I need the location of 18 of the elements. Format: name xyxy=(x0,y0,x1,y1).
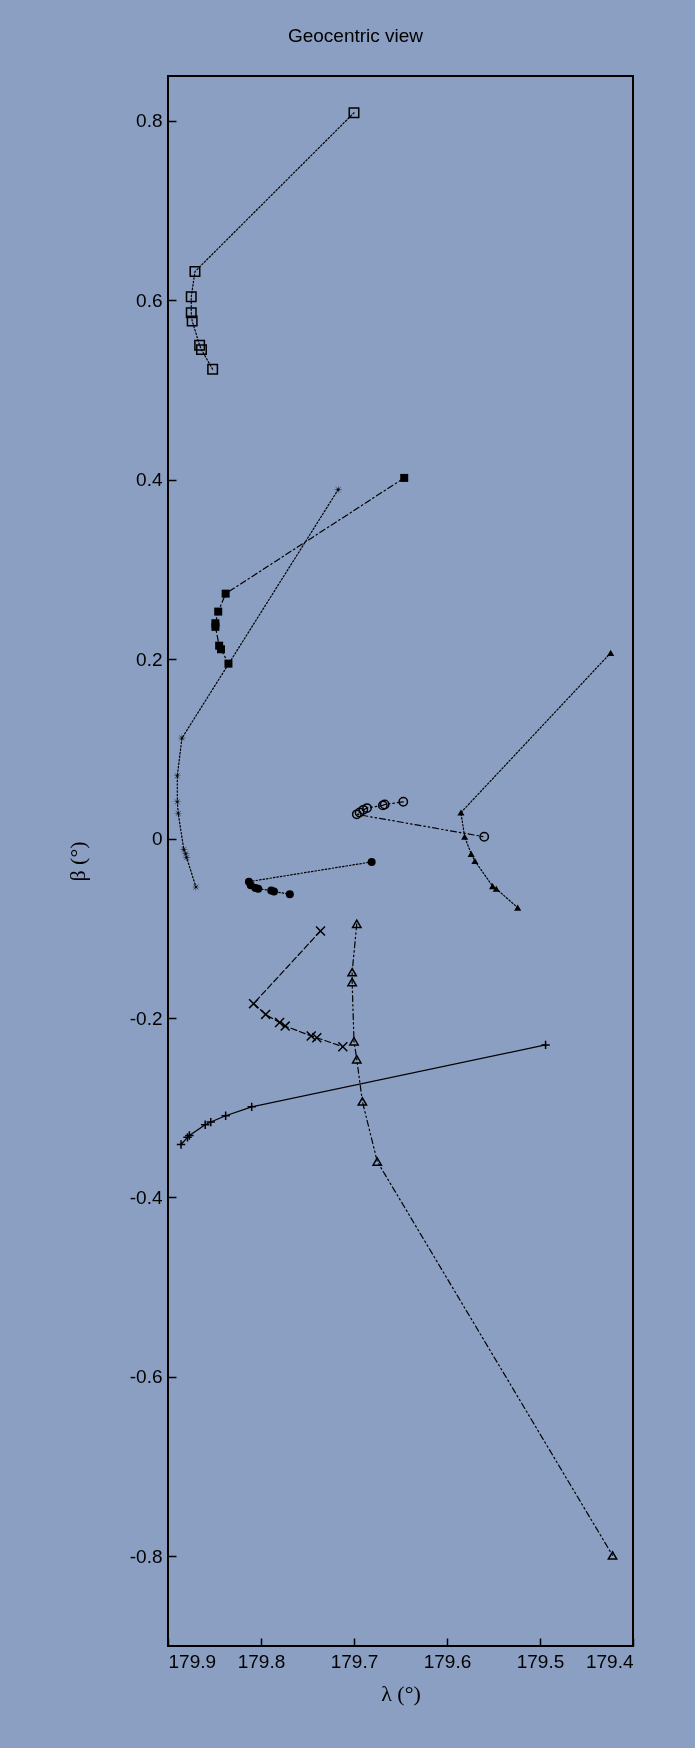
y-tick-label: -0.4 xyxy=(129,1186,163,1208)
y-tick-label: -0.2 xyxy=(129,1007,163,1029)
y-tick-label: 0.8 xyxy=(136,110,163,132)
chart-title: Geocentric view xyxy=(287,25,424,46)
x-tick-label: 179.8 xyxy=(237,1650,286,1672)
x-tick-label: 179.6 xyxy=(423,1650,472,1672)
x-tick-label: 179.4 xyxy=(585,1650,634,1672)
x-tick-label: 179.5 xyxy=(516,1650,565,1672)
x-axis-title: λ (°) xyxy=(381,1680,421,1706)
y-tick-label: -0.8 xyxy=(129,1545,163,1567)
y-tick-label: 0.2 xyxy=(136,648,163,670)
y-tick-label: 0.6 xyxy=(136,289,163,311)
y-tick-label: 0.4 xyxy=(136,469,163,491)
y-tick-label: -0.6 xyxy=(129,1366,163,1388)
y-axis-title: β (°) xyxy=(64,841,90,882)
x-tick-label: 179.9 xyxy=(168,1650,217,1672)
y-tick-label: 0 xyxy=(151,828,163,850)
x-tick-label: 179.7 xyxy=(330,1650,379,1672)
